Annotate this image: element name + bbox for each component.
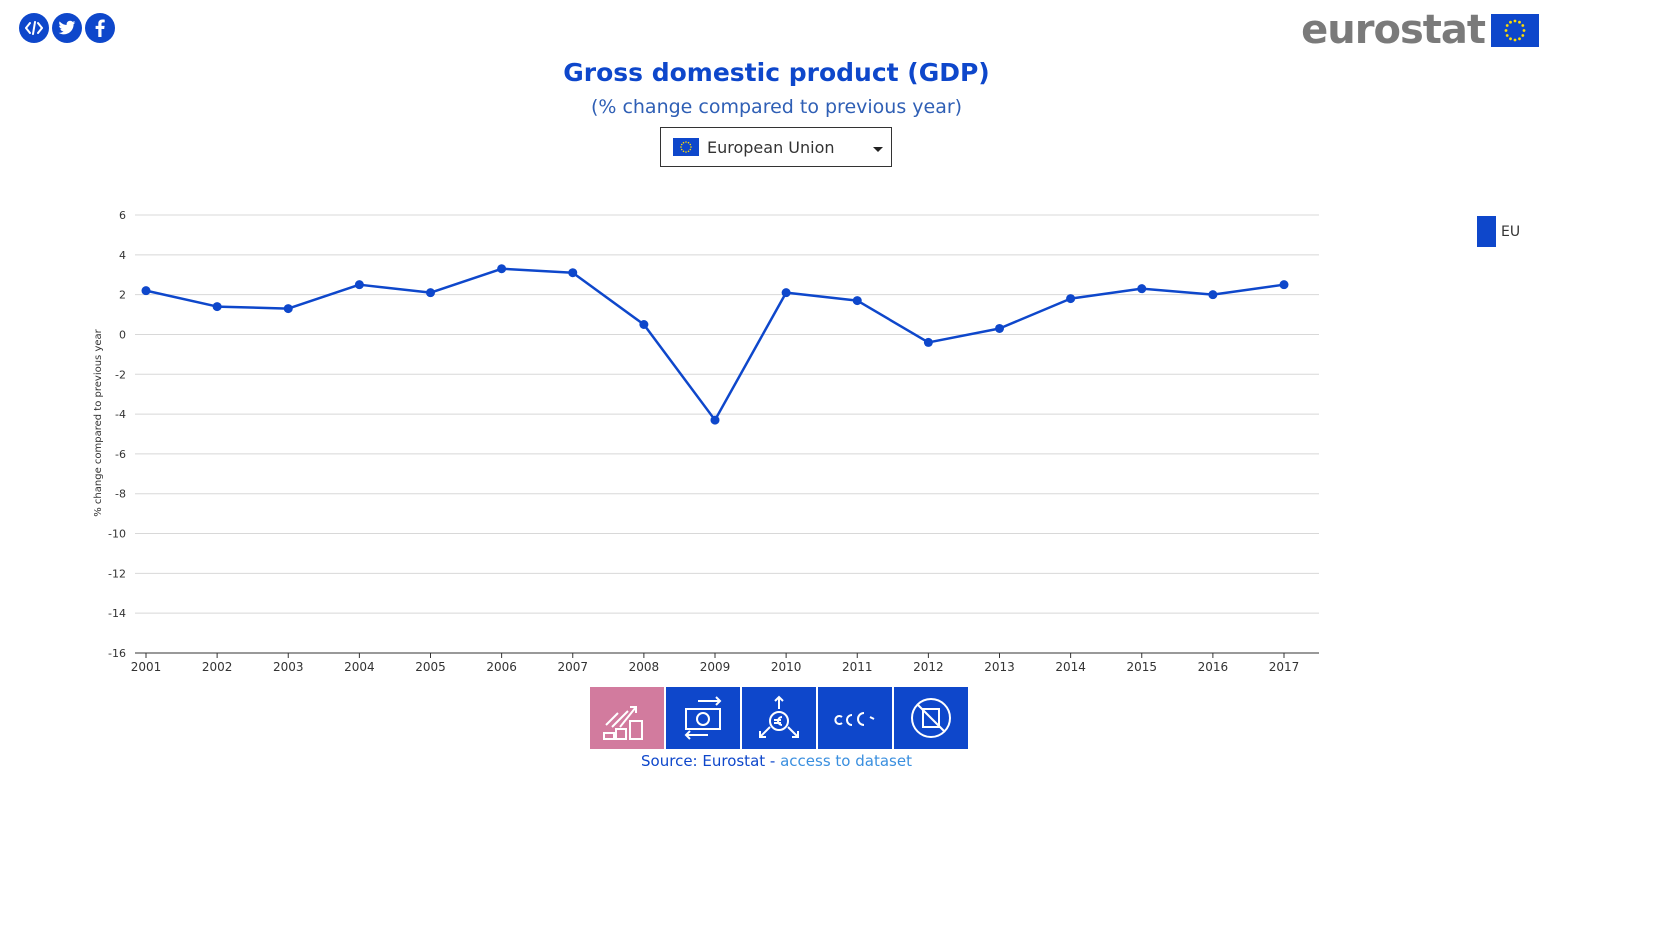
country-select-value: European Union: [707, 137, 835, 157]
data-point[interactable]: [426, 288, 435, 298]
legend-item-eu[interactable]: EU: [1477, 216, 1520, 247]
data-point[interactable]: [1279, 280, 1289, 290]
euro-circulation-icon[interactable]: [742, 687, 816, 749]
chart-subtitle: (% change compared to previous year): [590, 96, 963, 118]
y-tick-label: 4: [119, 249, 126, 262]
data-point[interactable]: [1066, 294, 1076, 304]
y-tick-label: -12: [108, 567, 126, 580]
share-bar: [19, 13, 115, 43]
money-exchange-icon[interactable]: [666, 687, 740, 749]
chevron-down-icon: [873, 147, 883, 152]
data-point[interactable]: [354, 280, 364, 290]
x-tick-label: 2003: [273, 660, 304, 674]
data-point[interactable]: [639, 320, 649, 329]
x-tick-label: 2001: [131, 660, 162, 674]
euro-coins-icon[interactable]: [818, 687, 892, 749]
y-tick-label: 6: [119, 209, 126, 222]
country-select[interactable]: European Union: [660, 127, 892, 167]
y-tick-label: 0: [119, 328, 126, 341]
series-line: [145, 267, 1285, 422]
eu-flag-icon: [673, 138, 699, 156]
data-point[interactable]: [852, 296, 862, 306]
y-tick-label: -4: [115, 408, 126, 421]
data-point[interactable]: [1137, 284, 1147, 294]
legend-label: EU: [1501, 223, 1521, 240]
x-tick-label: 2011: [842, 660, 873, 674]
theme-icons: [590, 687, 968, 749]
y-tick-label: -6: [115, 448, 126, 461]
series-eu: [141, 264, 1289, 425]
source-prefix: Source: Eurostat -: [641, 752, 781, 770]
x-tick-label: 2007: [557, 660, 588, 674]
eurostat-logo: eurostat: [1301, 10, 1539, 50]
x-tick-label: 2004: [344, 660, 375, 674]
y-tick-label: -2: [115, 368, 126, 381]
data-point[interactable]: [1208, 290, 1218, 300]
data-point[interactable]: [781, 288, 791, 298]
source-line: Source: Eurostat - access to dataset: [0, 752, 1553, 770]
data-point[interactable]: [923, 337, 933, 347]
x-tick-label: 2005: [415, 660, 446, 674]
y-tick-label: -8: [115, 488, 126, 501]
x-tick-label: 2013: [984, 660, 1015, 674]
x-tick-label: 2008: [629, 660, 660, 674]
no-tax-icon[interactable]: [894, 687, 968, 749]
eu-flag-icon: [1491, 13, 1539, 47]
data-point[interactable]: [497, 264, 507, 274]
facebook-icon[interactable]: [85, 13, 115, 43]
y-tick-labels: 6 4 2 0 -2 -4 -6 -8 -10 -12 -14 -16: [108, 209, 126, 660]
y-tick-label: 2: [119, 289, 126, 302]
x-tick-label: 2009: [700, 660, 731, 674]
data-point[interactable]: [212, 302, 222, 312]
y-tick-label: -14: [108, 607, 126, 620]
x-tick-labels: 2001 2002 2003 2004 2005 2006 2007 2008 2009 2010…: [131, 653, 1300, 674]
twitter-icon[interactable]: [52, 13, 82, 43]
dataset-link[interactable]: access to dataset: [780, 752, 912, 770]
x-tick-label: 2014: [1055, 660, 1086, 674]
embed-code-icon[interactable]: [19, 13, 49, 43]
data-point[interactable]: [568, 268, 578, 278]
growth-coins-icon[interactable]: [590, 687, 664, 749]
x-tick-label: 2002: [202, 660, 233, 674]
data-point[interactable]: [995, 323, 1004, 333]
logo-text: eurostat: [1301, 7, 1486, 53]
grid-lines: [135, 214, 1319, 654]
x-tick-label: 2015: [1126, 660, 1157, 674]
x-tick-label: 2017: [1269, 660, 1300, 674]
x-tick-label: 2012: [913, 660, 944, 674]
data-point[interactable]: [283, 304, 293, 314]
chart-title: Gross domestic product (GDP): [563, 58, 990, 87]
legend-swatch: [1477, 216, 1496, 247]
y-tick-label: -16: [108, 647, 126, 660]
x-tick-label: 2016: [1198, 660, 1229, 674]
data-point[interactable]: [141, 286, 151, 296]
x-tick-label: 2006: [486, 660, 517, 674]
y-axis-label: % change compared to previous year: [93, 328, 104, 516]
y-tick-label: -10: [108, 528, 126, 541]
data-point[interactable]: [710, 415, 720, 425]
x-tick-label: 2010: [771, 660, 802, 674]
